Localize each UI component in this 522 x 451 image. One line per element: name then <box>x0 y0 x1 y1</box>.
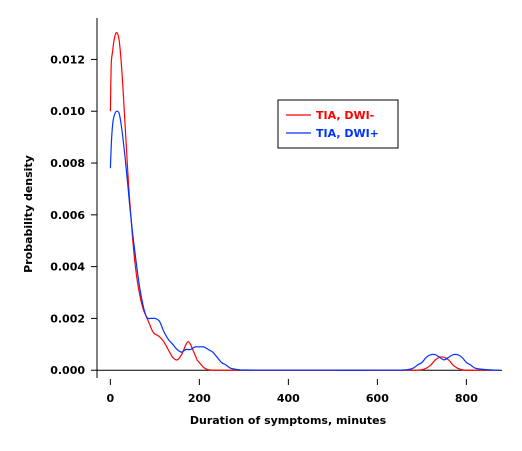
legend-label: TIA, DWI+ <box>316 127 379 140</box>
legend-frame <box>277 99 399 149</box>
x-tick-label: 200 <box>188 392 211 405</box>
x-tick-label: 0 <box>107 392 115 405</box>
plot-area <box>109 31 500 371</box>
x-axis-title: Duration of symptoms, minutes <box>190 414 387 427</box>
y-tick-label: 0.000 <box>50 364 85 377</box>
y-tick-label: 0.006 <box>50 209 85 222</box>
y-tick-label: 0.010 <box>50 105 85 118</box>
legend-label: TIA, DWI- <box>316 109 374 122</box>
y-tick-label: 0.002 <box>50 312 85 325</box>
y-tick-label: 0.012 <box>50 53 85 66</box>
x-tick-label: 600 <box>366 392 389 405</box>
y-tick-label: 0.008 <box>50 157 85 170</box>
x-tick-label: 400 <box>277 392 300 405</box>
y-tick-label: 0.004 <box>50 261 85 274</box>
series-line-dwi-neg <box>109 31 494 371</box>
y-axis-title: Probability density <box>22 155 35 273</box>
x-tick-label: 800 <box>455 392 478 405</box>
legend: TIA, DWI- TIA, DWI+ <box>277 99 399 149</box>
series-line-dwi-pos <box>109 110 500 371</box>
axes: 0.000 0.002 0.004 0.006 0.008 0.010 0.012 0 200 4… <box>50 18 502 405</box>
